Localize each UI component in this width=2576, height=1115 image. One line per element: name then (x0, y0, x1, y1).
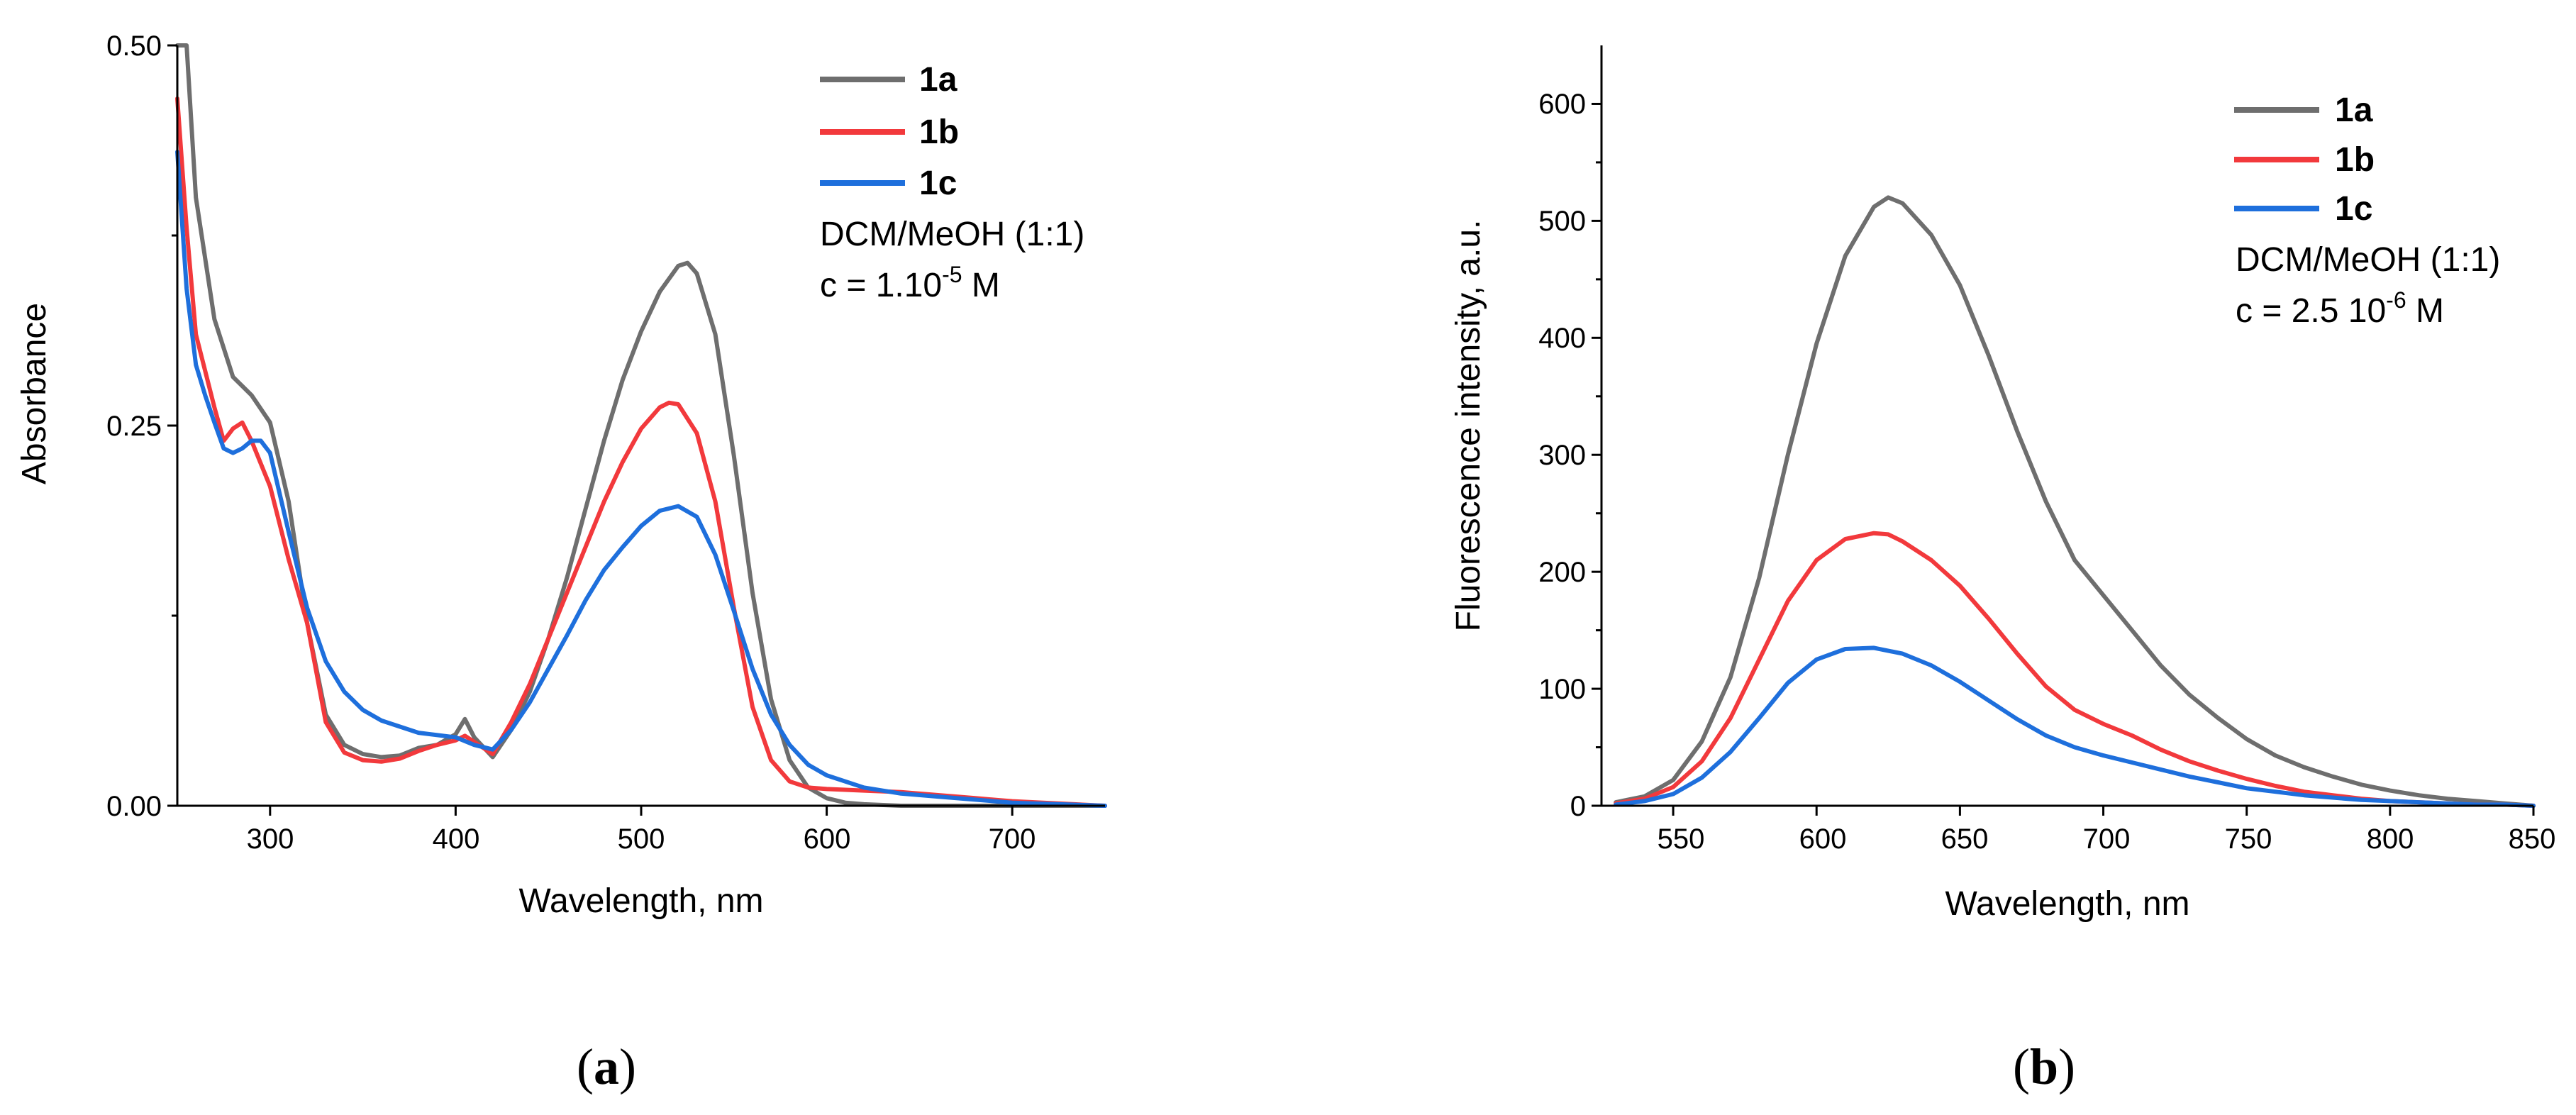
fluorescence-ticks (1592, 102, 2535, 816)
absorbance-y-axis-title: Absorbance (16, 303, 53, 484)
fluorescence-x-tick-labels: 550 600 650 700 750 800 850 (1658, 823, 2556, 855)
panel-label-b: (b) (2013, 1038, 2075, 1095)
absorbance-x-tick-label: 400 (433, 823, 480, 855)
conc-exponent: -5 (942, 262, 962, 287)
absorbance-x-tick-label: 700 (989, 823, 1036, 855)
legend-label-1b: 1b (2335, 141, 2375, 179)
series-line-1c (175, 150, 1107, 808)
absorbance-x-tick-label: 500 (618, 823, 665, 855)
fluorescence-chart: 0 100 200 300 400 500 600 550 600 650 70… (1450, 45, 2555, 1095)
series-line-1b (1614, 531, 2536, 808)
absorbance-chart: 0.00 0.25 0.50 300 400 500 600 700 Wavel… (16, 30, 1107, 1095)
fluorescence-y-tick-labels: 0 100 200 300 400 500 600 (1538, 89, 1586, 822)
legend-label-1c: 1c (2335, 190, 2372, 228)
absorbance-y-tick-labels: 0.00 0.25 0.50 (106, 30, 162, 822)
absorbance-ticks (167, 44, 1014, 816)
legend-label-1a: 1a (2335, 91, 2373, 129)
conc-prefix: c = 2.5 10 (2236, 292, 2386, 330)
fluorescence-solvent-note: DCM/MeOH (1:1) (2236, 241, 2500, 279)
panel-label-a-letter: a (594, 1038, 619, 1095)
fluorescence-x-tick-label: 600 (1799, 823, 1847, 855)
fluorescence-legend: 1a 1b 1c (2234, 91, 2375, 228)
legend-label-1c: 1c (919, 165, 957, 202)
fluorescence-y-tick-label: 0 (1570, 791, 1586, 822)
fluorescence-x-tick-label: 850 (2509, 823, 2556, 855)
absorbance-y-tick-label: 0.00 (106, 791, 162, 822)
legend-label-1a: 1a (919, 61, 957, 99)
fluorescence-x-tick-label: 700 (2083, 823, 2131, 855)
panel-label-b-letter: b (2030, 1038, 2058, 1095)
fluorescence-x-axis-title: Wavelength, nm (1945, 885, 2189, 923)
panel-label-a: (a) (577, 1038, 636, 1095)
absorbance-solvent-note: DCM/MeOH (1:1) (820, 216, 1084, 253)
absorbance-x-tick-label: 600 (804, 823, 851, 855)
absorbance-y-tick-label: 0.50 (106, 30, 162, 62)
absorbance-x-axis-title: Wavelength, nm (518, 882, 763, 920)
fluorescence-x-tick-label: 650 (1941, 823, 1989, 855)
conc-exponent: -6 (2386, 287, 2406, 313)
series-line-1c (1614, 645, 2536, 808)
fluorescence-y-tick-label: 200 (1538, 557, 1586, 588)
absorbance-legend: 1a 1b 1c (820, 61, 959, 202)
absorbance-series-group (175, 43, 1107, 808)
fluorescence-x-tick-label: 550 (1658, 823, 1705, 855)
fluorescence-y-axis-title: Fluorescence intensity, a.u. (1450, 220, 1487, 632)
fluorescence-y-tick-label: 400 (1538, 323, 1586, 354)
series-line-1b (175, 96, 1107, 808)
absorbance-y-tick-label: 0.25 (106, 411, 162, 442)
fluorescence-x-tick-label: 800 (2367, 823, 2414, 855)
conc-suffix: M (962, 267, 1000, 304)
conc-suffix: M (2406, 292, 2444, 330)
fluorescence-y-tick-label: 300 (1538, 440, 1586, 471)
absorbance-x-tick-label: 300 (247, 823, 294, 855)
absorbance-x-tick-labels: 300 400 500 600 700 (247, 823, 1036, 855)
fluorescence-concentration-note: c = 2.5 10-6 M (2236, 287, 2444, 330)
conc-prefix: c = 1.10 (820, 267, 942, 304)
series-line-1a (1614, 195, 2536, 808)
fluorescence-y-tick-label: 500 (1538, 206, 1586, 237)
absorbance-concentration-note: c = 1.10-5 M (820, 262, 1000, 304)
fluorescence-y-tick-label: 100 (1538, 674, 1586, 705)
fluorescence-y-tick-label: 600 (1538, 89, 1586, 120)
fluorescence-x-tick-label: 750 (2225, 823, 2272, 855)
fluorescence-series-group (1614, 195, 2536, 808)
legend-label-1b: 1b (919, 113, 959, 151)
